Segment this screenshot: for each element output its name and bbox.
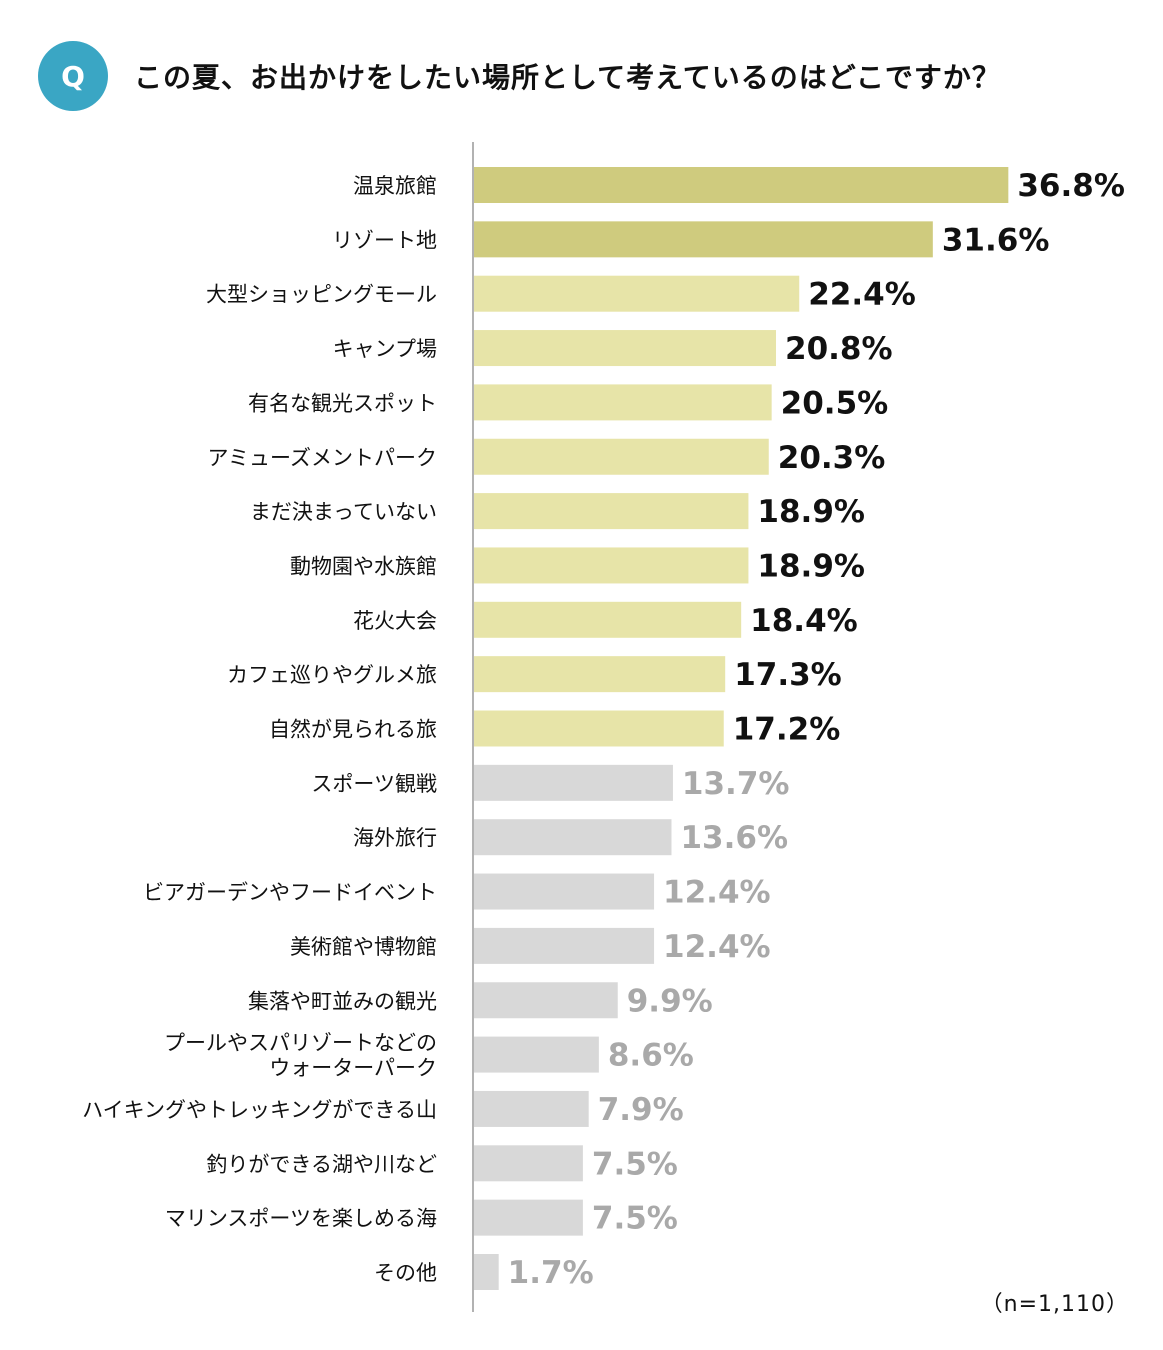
category-label: キャンプ場 (333, 337, 437, 361)
bar (474, 330, 777, 367)
category-label: 美術館や博物館 (290, 935, 437, 959)
category-label: スポーツ観戦 (311, 772, 437, 796)
category-label: ビアガーデンやフードイベント (143, 881, 437, 905)
bar (474, 873, 655, 910)
bar (474, 764, 673, 801)
category-label: 花火大会 (353, 609, 437, 633)
bar (474, 167, 1009, 203)
value-label: 20.3% (778, 440, 886, 476)
value-label: 18.9% (757, 494, 865, 530)
value-label: 20.8% (785, 331, 893, 367)
value-label: 13.7% (682, 766, 790, 802)
bar (474, 1145, 583, 1182)
bar (474, 1199, 583, 1236)
value-label: 18.4% (750, 603, 858, 639)
category-label: 動物園や水族館 (290, 554, 437, 578)
category-label: リゾート地 (332, 228, 437, 252)
category-label: まだ決まっていない (250, 500, 437, 524)
bar (474, 1090, 589, 1127)
bar (474, 384, 772, 421)
value-label: 8.6% (608, 1038, 694, 1074)
value-label: 17.3% (734, 657, 842, 693)
value-label: 7.9% (598, 1092, 684, 1128)
bar (474, 1254, 499, 1290)
value-label: 18.9% (757, 548, 865, 584)
value-label: 17.2% (733, 712, 841, 748)
value-label: 36.8% (1017, 168, 1125, 204)
bar (474, 982, 618, 1019)
bar (474, 438, 769, 475)
bar (474, 221, 933, 258)
category-label: 温泉旅館 (353, 174, 437, 198)
bar (474, 656, 726, 693)
category-label: 有名な観光スポット (248, 391, 437, 415)
category-label: その他 (374, 1261, 437, 1285)
bar (474, 710, 724, 747)
category-label: 集落や町並みの観光 (248, 989, 437, 1013)
bar (474, 275, 800, 312)
bar (474, 1036, 599, 1073)
category-label: 釣りができる湖や川など (206, 1152, 437, 1176)
question-header: Q この夏、お出かけをしたい場所として考えているのはどこですか？ (38, 41, 1001, 111)
value-label: 20.5% (781, 385, 889, 421)
category-label: ハイキングやトレッキングができる山 (82, 1098, 437, 1122)
question-badge: Q (38, 41, 108, 111)
category-label: マリンスポーツを楽しめる海 (165, 1207, 437, 1231)
bar (474, 819, 672, 856)
value-label: 9.9% (627, 983, 713, 1019)
category-label: 自然が見られる旅 (269, 718, 437, 742)
chart-title: この夏、お出かけをしたい場所として考えているのはどこですか？ (134, 61, 1001, 94)
bar (474, 493, 749, 530)
bar (474, 601, 742, 638)
value-label: 22.4% (808, 277, 916, 313)
value-label: 7.5% (592, 1146, 678, 1182)
sample-size-note: （n=1,110） (980, 1292, 1129, 1317)
category-label: プールやスパリゾートなどのウォーターパーク (164, 1031, 437, 1080)
bar (474, 547, 749, 584)
category-label: カフェ巡りやグルメ旅 (227, 663, 437, 687)
category-label: 海外旅行 (353, 826, 437, 850)
bar (474, 927, 655, 964)
value-label: 1.7% (508, 1255, 594, 1291)
value-label: 12.4% (663, 875, 771, 911)
value-label: 13.6% (680, 820, 788, 856)
value-label: 12.4% (663, 929, 771, 965)
value-label: 7.5% (592, 1201, 678, 1237)
category-label: 大型ショッピングモール (206, 283, 437, 307)
category-label: アミューズメントパーク (207, 446, 437, 470)
value-label: 31.6% (942, 222, 1050, 258)
